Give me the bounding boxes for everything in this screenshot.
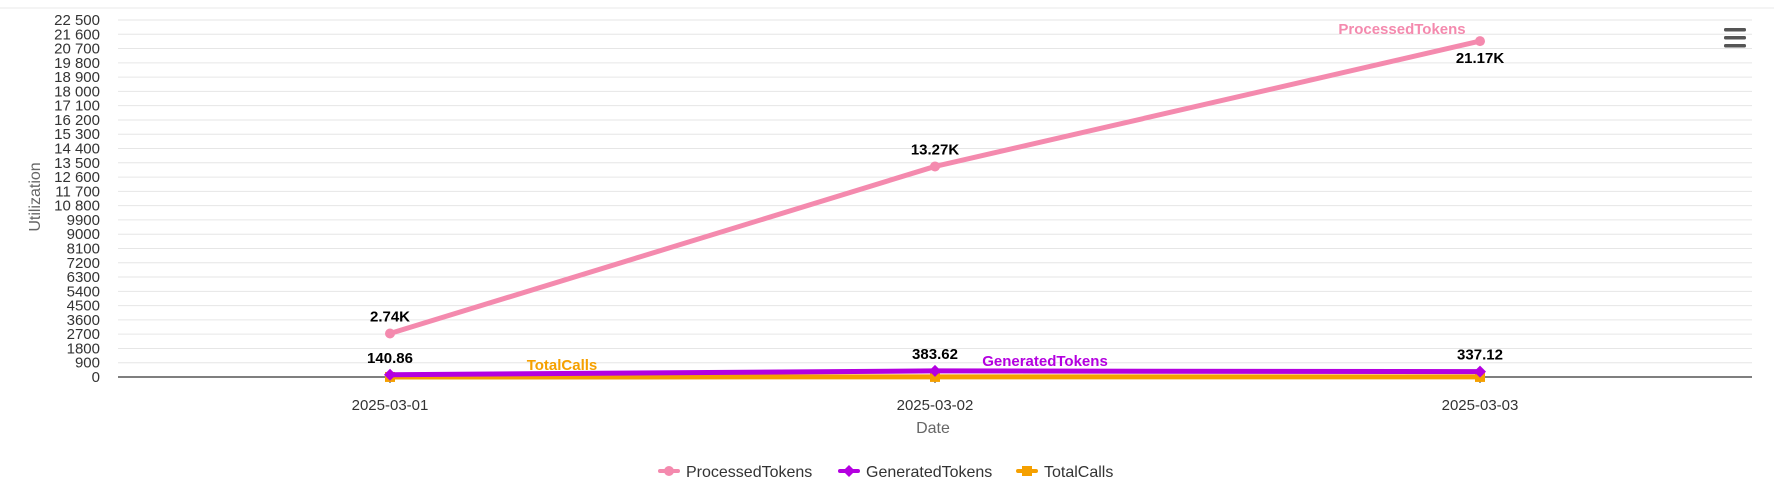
y-tick-label: 14 400 [54,141,100,158]
y-tick-label: 12 600 [54,169,100,186]
data-point[interactable] [1474,365,1486,378]
data-label: 337.12 [1457,347,1503,364]
x-axis: 2025-03-01 2025-03-02 2025-03-03 [118,376,1752,414]
y-tick-label: 18 000 [54,83,100,100]
y-tick-label: 4500 [67,298,100,315]
data-point[interactable] [930,161,940,172]
legend: ProcessedTokens GeneratedTokens TotalCalls [658,464,1113,481]
hamburger-menu-icon[interactable] [1720,24,1750,52]
legend-marker [1022,466,1032,476]
y-tick-label: 2700 [67,326,100,343]
gridlines [0,7,1774,364]
y-tick-label: 17 100 [54,98,100,115]
y-tick-label: 9900 [67,212,100,229]
y-tick-label: 11 700 [55,183,100,200]
data-labels: 2.74K 13.27K 21.17K 140.86 383.62 337.12 Proce… [367,21,1504,374]
y-tick-label: 21 600 [54,26,100,43]
y-axis: 0900180027003600450054006300720081009000… [54,12,100,386]
series-name-label: ProcessedTokens [1338,21,1465,38]
data-label: 13.27K [911,141,960,158]
y-tick-label: 10 800 [54,198,100,215]
y-tick-label: 0 [92,369,100,386]
series-name-label: TotalCalls [527,357,598,374]
legend-marker [664,466,674,476]
y-tick-label: 7200 [67,255,100,272]
y-tick-label: 20 700 [54,41,100,58]
legend-item-GeneratedTokens[interactable]: GeneratedTokens [838,464,992,481]
data-point[interactable] [1475,36,1485,47]
x-axis-title: Date [916,420,950,437]
data-label: 2.74K [370,309,410,326]
y-tick-label: 3600 [67,312,100,329]
y-axis-title: Utilization [27,162,44,231]
y-tick-label: 19 800 [54,55,100,72]
legend-label: GeneratedTokens [866,464,992,481]
y-tick-label: 16 200 [54,112,100,129]
data-point[interactable] [930,371,940,382]
y-tick-label: 18 900 [54,69,100,86]
legend-label: TotalCalls [1044,464,1113,481]
y-tick-label: 9000 [67,226,100,243]
series-GeneratedTokens [384,364,1486,381]
y-tick-label: 22 500 [54,12,100,29]
x-tick-label: 2025-03-02 [897,397,974,414]
data-point[interactable] [385,328,395,339]
y-tick-label: 1800 [67,340,100,357]
x-tick-label: 2025-03-01 [352,397,429,414]
data-label: 140.86 [367,350,413,367]
legend-item-ProcessedTokens[interactable]: ProcessedTokens [658,464,812,481]
x-tick-label: 2025-03-03 [1442,397,1519,414]
y-tick-label: 900 [75,355,100,372]
y-tick-label: 5400 [67,283,100,300]
data-label: 21.17K [1456,50,1505,67]
y-tick-label: 8100 [67,240,100,257]
data-point[interactable] [384,368,396,381]
y-tick-label: 6300 [67,269,100,286]
y-tick-label: 15 300 [54,126,100,143]
data-point[interactable] [929,364,941,377]
data-label: 383.62 [912,346,958,363]
series-name-label: GeneratedTokens [982,353,1108,370]
y-tick-label: 13 500 [54,155,100,172]
legend-item-TotalCalls[interactable]: TotalCalls [1016,464,1113,481]
series-ProcessedTokens [385,36,1485,339]
legend-marker [843,465,855,477]
series-line [387,38,1483,337]
legend-label: ProcessedTokens [686,464,812,481]
series [384,36,1486,382]
